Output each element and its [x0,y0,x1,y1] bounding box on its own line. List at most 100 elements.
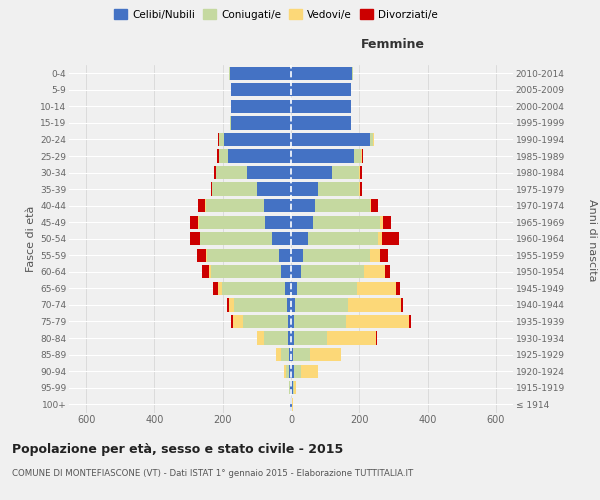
Bar [228,150,291,162]
Bar [380,216,383,229]
Bar [380,248,388,262]
Bar [364,265,385,278]
Bar [206,248,208,262]
Bar [285,282,291,295]
Bar [301,364,317,378]
Bar [370,199,371,212]
Bar [200,232,272,245]
Bar [310,348,341,361]
Bar [190,216,198,229]
Bar [359,166,360,179]
Bar [291,199,315,212]
Bar [396,282,400,295]
Bar [319,182,359,196]
Bar [198,199,205,212]
Bar [291,150,354,162]
Bar [231,116,291,130]
Bar [287,298,291,312]
Bar [247,166,291,179]
Bar [315,199,370,212]
Bar [190,232,200,245]
Bar [294,364,301,378]
Bar [230,83,231,96]
Bar [291,348,293,361]
Bar [360,166,362,179]
Bar [291,100,351,113]
Bar [263,199,291,212]
Bar [216,166,247,179]
Bar [401,298,403,312]
Bar [291,398,292,411]
Bar [308,232,378,245]
Bar [332,166,359,179]
Bar [219,133,224,146]
Bar [370,248,380,262]
Bar [286,364,289,378]
Bar [346,315,409,328]
Bar [234,298,287,312]
Bar [291,265,301,278]
Bar [348,298,401,312]
Bar [230,66,291,80]
Bar [291,248,303,262]
Bar [206,199,263,212]
Bar [265,216,291,229]
Bar [291,381,293,394]
Bar [227,298,229,312]
Text: Anni di nascita: Anni di nascita [587,198,597,281]
Bar [221,282,285,295]
Bar [313,216,380,229]
Bar [290,398,291,411]
Bar [291,133,370,146]
Bar [230,116,231,130]
Bar [291,116,351,130]
Bar [383,216,391,229]
Bar [218,150,219,162]
Bar [290,381,291,394]
Bar [351,116,352,130]
Bar [295,298,348,312]
Text: Femmine: Femmine [361,38,425,51]
Bar [231,315,233,328]
Bar [229,66,230,80]
Bar [378,232,382,245]
Bar [327,332,376,344]
Bar [284,364,286,378]
Bar [385,265,390,278]
Bar [354,150,361,162]
Bar [208,248,279,262]
Bar [279,248,291,262]
Bar [289,348,291,361]
Bar [230,100,231,113]
Bar [214,166,216,179]
Bar [224,133,291,146]
Bar [409,315,410,328]
Bar [213,282,218,295]
Bar [198,216,199,229]
Bar [291,364,294,378]
Bar [257,332,263,344]
Bar [257,182,291,196]
Bar [211,265,281,278]
Bar [287,315,291,328]
Bar [205,199,206,212]
Bar [371,199,378,212]
Bar [382,232,399,245]
Bar [291,315,295,328]
Bar [291,166,332,179]
Bar [303,248,370,262]
Bar [211,182,212,196]
Bar [291,66,352,80]
Bar [289,381,290,394]
Bar [202,265,209,278]
Bar [199,216,265,229]
Bar [291,83,351,96]
Legend: Celibi/Nubili, Coniugati/e, Vedovi/e, Divorziati/e: Celibi/Nubili, Coniugati/e, Vedovi/e, Di… [110,5,442,24]
Bar [357,282,396,295]
Bar [297,282,357,295]
Bar [218,133,219,146]
Bar [231,100,291,113]
Bar [281,348,289,361]
Bar [352,66,353,80]
Bar [360,182,362,196]
